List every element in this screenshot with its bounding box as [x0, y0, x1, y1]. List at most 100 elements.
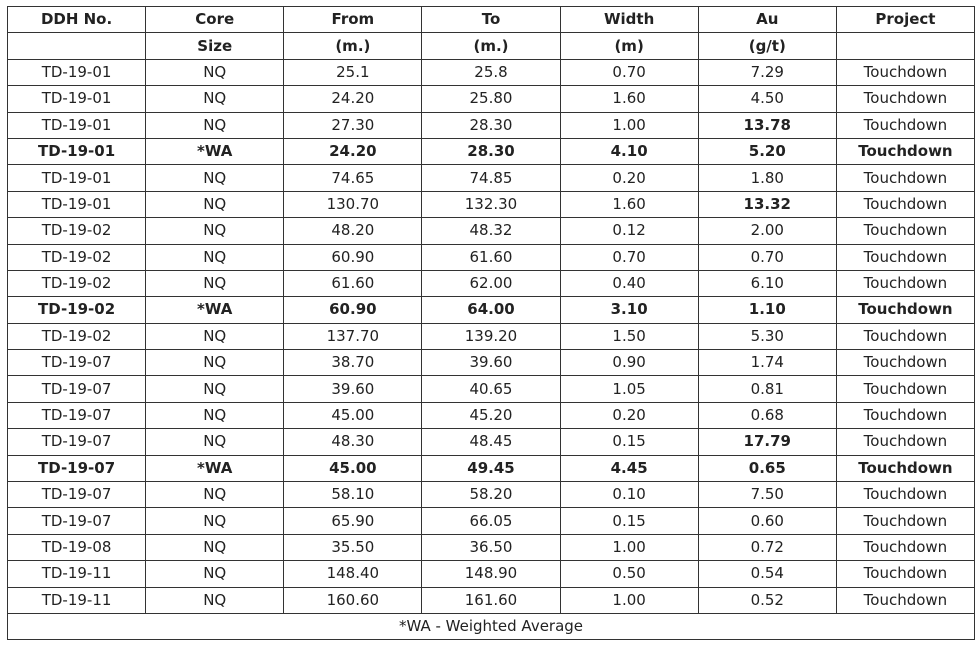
cell-to: 48.45: [421, 428, 561, 456]
cell-width: 0.90: [559, 349, 699, 377]
cell-to: 45.20: [421, 401, 561, 430]
table-row: TD-19-02 NQ 60.90 61.60 0.70 0.70 Touchdown: [6, 243, 976, 271]
cell-ddh-no: TD-19-02: [6, 296, 147, 324]
cell-project: Touchdown: [835, 481, 976, 509]
cell-project: Touchdown: [835, 58, 976, 87]
cell-au: 6.10: [697, 269, 837, 298]
cell-au: 0.70: [697, 243, 837, 271]
cell-au: 0.65: [697, 454, 837, 483]
cell-to: 40.65: [421, 375, 561, 403]
cell-to: 62.00: [421, 269, 561, 298]
table-row: TD-19-01 NQ 25.1 25.8 0.70 7.29 Touchdown: [6, 58, 976, 87]
column-header-from: (m.): [283, 32, 423, 60]
cell-project: Touchdown: [835, 349, 976, 377]
cell-to: 74.85: [421, 164, 561, 192]
cell-project: Touchdown: [835, 85, 976, 113]
column-header-width: Width: [559, 5, 699, 34]
cell-project: Touchdown: [835, 533, 976, 562]
table-row: TD-19-01 NQ 27.30 28.30 1.00 13.78 Touchdown: [6, 111, 976, 139]
cell-core-size: NQ: [145, 533, 285, 562]
column-header-to: (m.): [421, 32, 561, 60]
cell-to: 25.80: [421, 85, 561, 113]
column-header-project: [835, 32, 976, 60]
cell-au: 0.68: [697, 401, 837, 430]
cell-ddh-no: TD-19-07: [6, 375, 147, 403]
cell-width: 0.50: [559, 560, 699, 588]
table-row: TD-19-01 NQ 130.70 132.30 1.60 13.32 Touchdown: [6, 190, 976, 219]
cell-au: 7.29: [697, 58, 837, 87]
header-row: Size (m.) (m.) (m) (g/t): [6, 32, 976, 60]
footnote-row: *WA - Weighted Average: [7, 612, 975, 641]
cell-to: 161.60: [421, 586, 561, 614]
cell-to: 39.60: [421, 349, 561, 377]
cell-ddh-no: TD-19-01: [6, 85, 147, 113]
cell-au: 7.50: [697, 481, 837, 509]
cell-core-size: *WA: [145, 137, 285, 166]
cell-width: 1.50: [559, 322, 699, 351]
cell-from: 38.70: [283, 349, 423, 377]
cell-width: 3.10: [559, 296, 699, 324]
footnote: *WA - Weighted Average: [7, 612, 975, 641]
cell-core-size: *WA: [145, 296, 285, 324]
cell-core-size: NQ: [145, 428, 285, 456]
cell-from: 25.1: [283, 58, 423, 87]
cell-au: 1.80: [697, 164, 837, 192]
cell-to: 66.05: [421, 507, 561, 535]
table-row: TD-19-02 NQ 137.70 139.20 1.50 5.30 Touchdown: [6, 322, 976, 351]
cell-project: Touchdown: [835, 243, 976, 271]
cell-core-size: NQ: [145, 586, 285, 614]
cell-ddh-no: TD-19-07: [6, 428, 147, 456]
cell-ddh-no: TD-19-01: [6, 58, 147, 87]
cell-core-size: NQ: [145, 375, 285, 403]
cell-project: Touchdown: [835, 322, 976, 351]
cell-from: 65.90: [283, 507, 423, 535]
cell-to: 48.32: [421, 217, 561, 245]
cell-ddh-no: TD-19-02: [6, 217, 147, 245]
cell-to: 36.50: [421, 533, 561, 562]
table-body: TD-19-01 NQ 25.1 25.8 0.70 7.29 Touchdown TD-19…: [6, 58, 976, 614]
cell-width: 4.10: [559, 137, 699, 166]
cell-ddh-no: TD-19-01: [6, 137, 147, 166]
cell-to: 49.45: [421, 454, 561, 483]
cell-au: 1.10: [697, 296, 837, 324]
cell-core-size: NQ: [145, 190, 285, 219]
table-header: DDH No. Core From To Width Au Project Size (m.)(…: [6, 5, 976, 60]
cell-core-size: NQ: [145, 243, 285, 271]
cell-from: 35.50: [283, 533, 423, 562]
header-row: DDH No. Core From To Width Au Project: [6, 5, 976, 34]
cell-ddh-no: TD-19-07: [6, 507, 147, 535]
column-header-to: To: [421, 5, 561, 34]
cell-ddh-no: TD-19-08: [6, 533, 147, 562]
cell-ddh-no: TD-19-07: [6, 401, 147, 430]
cell-to: 148.90: [421, 560, 561, 588]
cell-from: 58.10: [283, 481, 423, 509]
cell-core-size: NQ: [145, 58, 285, 87]
cell-core-size: NQ: [145, 217, 285, 245]
cell-from: 137.70: [283, 322, 423, 351]
cell-to: 139.20: [421, 322, 561, 351]
cell-width: 1.00: [559, 586, 699, 614]
table-row: TD-19-07 NQ 45.00 45.20 0.20 0.68 Touchdown: [6, 401, 976, 430]
cell-ddh-no: TD-19-02: [6, 322, 147, 351]
cell-ddh-no: TD-19-02: [6, 243, 147, 271]
cell-project: Touchdown: [835, 454, 976, 483]
cell-to: 132.30: [421, 190, 561, 219]
cell-from: 74.65: [283, 164, 423, 192]
cell-au: 13.78: [697, 111, 837, 139]
column-header-ddh-no: DDH No.: [6, 5, 147, 34]
cell-ddh-no: TD-19-11: [6, 560, 147, 588]
table-row: TD-19-11 NQ 148.40 148.90 0.50 0.54 Touchdown: [6, 560, 976, 588]
cell-width: 0.40: [559, 269, 699, 298]
table-row: TD-19-07 NQ 39.60 40.65 1.05 0.81 Touchdown: [6, 375, 976, 403]
cell-ddh-no: TD-19-01: [6, 190, 147, 219]
cell-project: Touchdown: [835, 401, 976, 430]
column-header-project: Project: [835, 5, 976, 34]
cell-to: 58.20: [421, 481, 561, 509]
cell-from: 48.30: [283, 428, 423, 456]
cell-width: 1.60: [559, 190, 699, 219]
cell-width: 0.20: [559, 401, 699, 430]
column-header-core-size: Size: [145, 32, 285, 60]
cell-project: Touchdown: [835, 164, 976, 192]
cell-width: 1.60: [559, 85, 699, 113]
table-row: TD-19-07 NQ 48.30 48.45 0.15 17.79 Touchdown: [6, 428, 976, 456]
